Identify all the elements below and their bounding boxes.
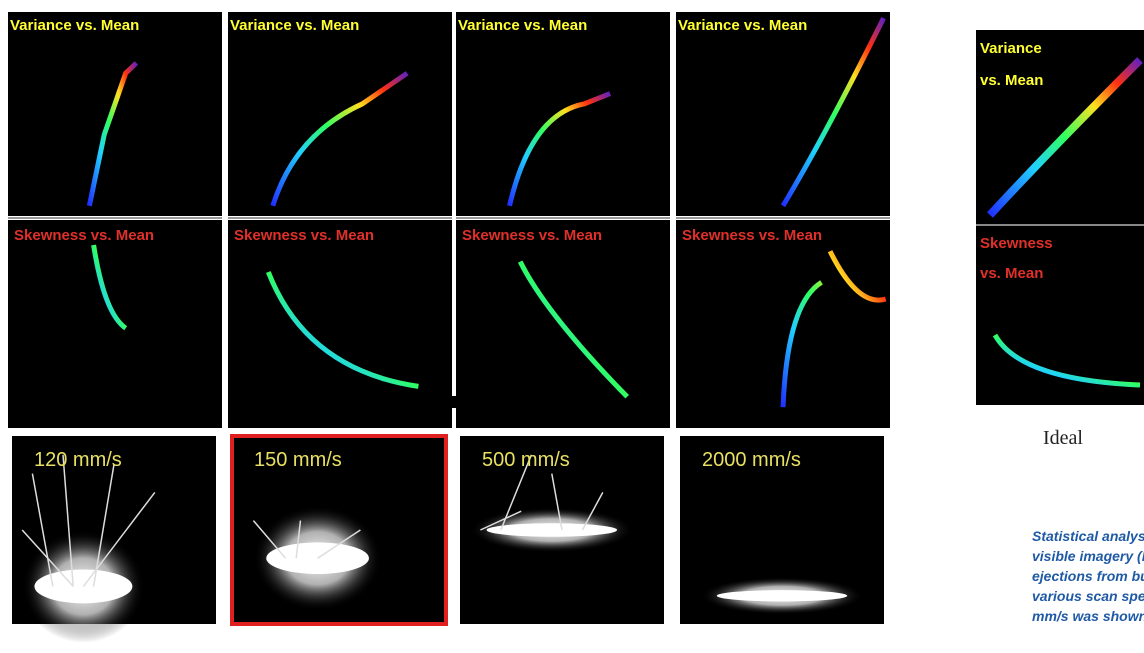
caption-line: visible imagery (bottom: [1032, 548, 1144, 564]
skewness-label: Skewness vs. Mean: [14, 227, 154, 244]
plot-panel: [8, 220, 222, 428]
spatter-ray: [252, 520, 287, 559]
speed-label: 120 mm/s: [34, 449, 122, 471]
plot-panel: [228, 220, 452, 428]
caption-line: ejections from build are: [1032, 568, 1144, 584]
plot-curve: [783, 251, 886, 407]
scatter-trace: [783, 18, 884, 206]
scatter-trace: [510, 94, 611, 206]
plot-curve: [510, 94, 611, 206]
speed-label: 150 mm/s: [254, 449, 342, 471]
caption-line: Statistical analysis (top t: [1032, 528, 1144, 544]
scatter-trace: [273, 73, 407, 206]
plot-curve: [94, 245, 126, 328]
melt-pool: [716, 590, 848, 602]
plot-panel: [676, 12, 890, 216]
ideal-skewness: Skewness: [980, 235, 1053, 252]
plot-curve: [273, 73, 407, 206]
ideal-curve: [992, 333, 1141, 388]
plot-curve: [783, 18, 884, 206]
ideal-variance: Variance: [980, 40, 1042, 57]
variance-label: Variance vs. Mean: [678, 17, 807, 34]
melt-pool: [266, 542, 369, 574]
caption-line: various scan speeds. A la: [1032, 588, 1144, 604]
scatter-trace: [89, 63, 136, 206]
spatter-ray: [21, 529, 74, 587]
ideal-variance: vs. Mean: [980, 72, 1043, 89]
scatter-trace: [520, 262, 627, 397]
ideal-curve: [987, 57, 1143, 218]
ideal-skewness: vs. Mean: [980, 265, 1043, 282]
scatter-trace: [268, 272, 418, 386]
spatter-ray: [82, 491, 156, 587]
speed-label: 2000 mm/s: [702, 449, 801, 471]
melt-pool: [486, 523, 618, 537]
speed-label: 500 mm/s: [482, 449, 570, 471]
plot-curve: [89, 63, 136, 206]
skewness-label: Skewness vs. Mean: [234, 227, 374, 244]
spatter-ray: [581, 492, 604, 531]
skewness-label: Skewness vs. Mean: [682, 227, 822, 244]
spatter-ray: [551, 473, 563, 531]
caption-line: mm/s was shown to be c: [1032, 608, 1144, 624]
spatter-ray: [295, 520, 302, 559]
variance-label: Variance vs. Mean: [10, 17, 139, 34]
variance-label: Variance vs. Mean: [458, 17, 587, 34]
scatter-trace: [783, 251, 886, 407]
variance-label: Variance vs. Mean: [230, 17, 359, 34]
skewness-label: Skewness vs. Mean: [462, 227, 602, 244]
spatter-ray: [62, 454, 74, 587]
spatter-ray: [480, 510, 522, 531]
plot-curve: [520, 262, 627, 397]
ideal-plot: [976, 30, 1144, 405]
scatter-trace: [94, 245, 126, 328]
plot-curve: [268, 272, 418, 386]
plot-panel: [8, 12, 222, 216]
spatter-ray: [317, 529, 361, 559]
spatter-ray: [92, 464, 115, 587]
ideal-label: Ideal: [1043, 427, 1083, 449]
spatter-ray: [31, 473, 54, 587]
